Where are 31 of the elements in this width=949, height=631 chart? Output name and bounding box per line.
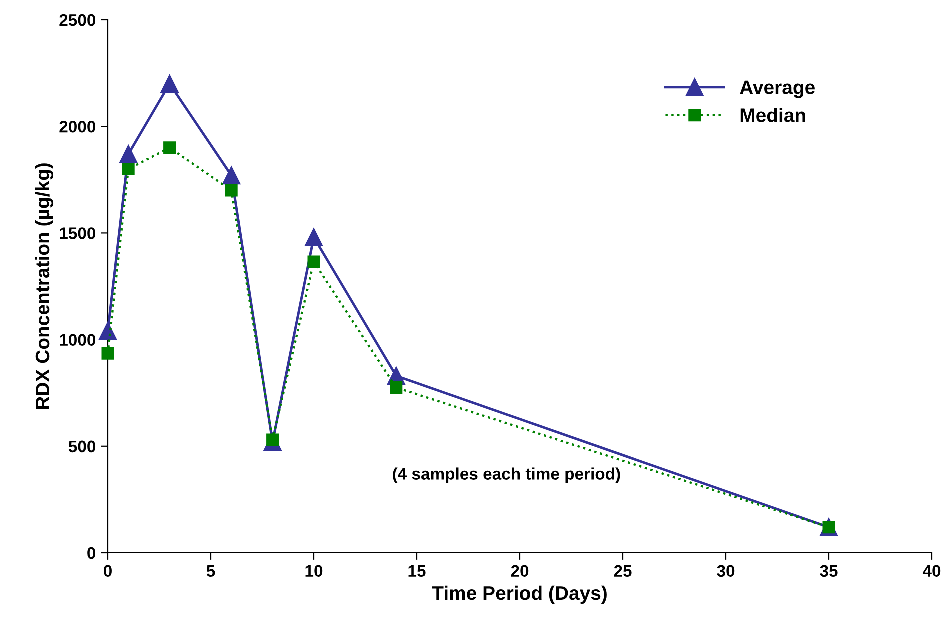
x-tick-label: 10 [306, 565, 323, 578]
point [160, 74, 179, 93]
x-tick-label: 0 [104, 565, 112, 578]
x-tick-label: 15 [408, 565, 426, 578]
legend-label: Average [740, 80, 815, 98]
point [222, 166, 241, 185]
annotation: (4 samples each time period) [393, 468, 620, 484]
y-tick-label: 2000 [60, 121, 96, 133]
y-tick-label: 500 [68, 440, 96, 453]
x-tick-label: 20 [511, 565, 529, 578]
point [390, 382, 403, 394]
point [304, 228, 324, 246]
point [225, 184, 238, 197]
point [102, 347, 114, 360]
point [98, 322, 118, 340]
point [308, 256, 320, 268]
legend-label: Median [740, 108, 806, 122]
y-tick-label: 2500 [60, 14, 96, 26]
point [122, 162, 135, 176]
point [164, 142, 176, 154]
y-tick-label: 0 [88, 547, 96, 560]
point [120, 145, 138, 164]
x-tick-label: 30 [717, 565, 735, 578]
x-axis-title: Time Period (Days) [432, 586, 607, 604]
y-axis-title: RDX Concentration (µg/kg) [35, 164, 54, 410]
y-tick-label: 1500 [60, 228, 96, 240]
x-tick-label: 25 [614, 565, 632, 578]
x-tick-label: 35 [820, 565, 838, 578]
x-tick-label: 40 [922, 565, 941, 578]
y-tick-label: 1000 [60, 334, 96, 346]
x-tick-label: 5 [206, 565, 216, 578]
